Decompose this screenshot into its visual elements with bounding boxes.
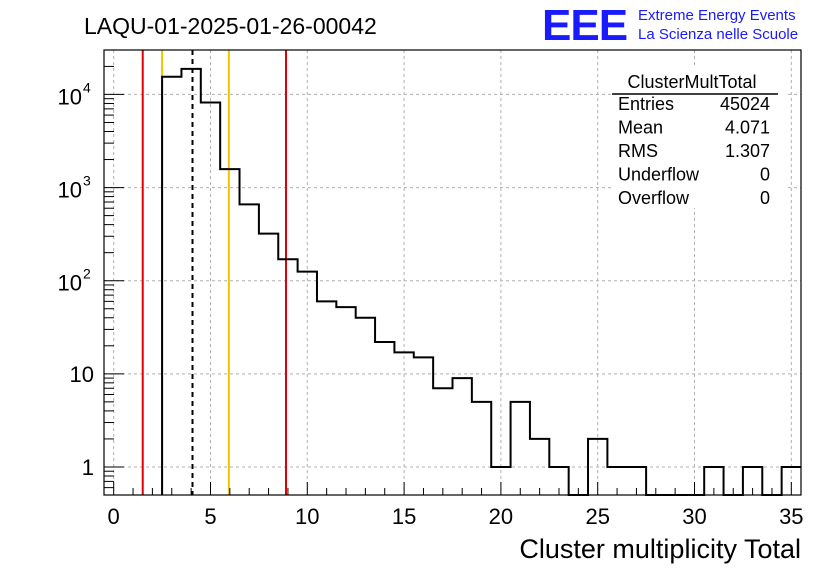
- y-tick-base: 10: [58, 271, 82, 296]
- eee-logo: EEE Extreme Energy Events La Scienza nel…: [542, 1, 798, 50]
- y-tick-label: 10 4: [58, 79, 91, 109]
- y-tick-exponent: 3: [83, 173, 91, 189]
- x-tick-label: 35: [779, 504, 803, 529]
- logo-mark: EEE: [542, 1, 627, 50]
- y-tick-label: 10 3: [58, 173, 91, 203]
- x-tick-label: 20: [489, 504, 513, 529]
- stats-value: 0: [760, 165, 770, 185]
- stats-box-bg: [612, 68, 788, 208]
- x-tick-label: 30: [682, 504, 706, 529]
- stats-title: ClusterMultTotal: [627, 72, 756, 92]
- x-tick-label: 0: [108, 504, 120, 529]
- stats-label: Overflow: [618, 188, 690, 208]
- x-tick-label: 25: [585, 504, 609, 529]
- stats-box: ClusterMultTotal Entries 45024 Mean 4.071 RM…: [612, 68, 788, 208]
- logo-line2: La Scienza nelle Scuole: [638, 26, 798, 43]
- stats-value: 45024: [720, 94, 770, 114]
- plot-frame: [103, 49, 802, 496]
- stats-value: 0: [760, 188, 770, 208]
- stats-value: 4.071: [725, 118, 770, 138]
- y-tick-exponent: 4: [83, 79, 91, 95]
- axis-ticks: [104, 49, 792, 496]
- x-tick-label: 5: [204, 504, 216, 529]
- stats-label: Entries: [618, 94, 674, 114]
- stats-value: 1.307: [725, 141, 770, 161]
- stats-label: Mean: [618, 118, 663, 138]
- logo-line1: Extreme Energy Events: [638, 7, 796, 24]
- reference-lines: [141, 50, 287, 495]
- grid: [104, 50, 801, 495]
- x-axis-label: Cluster multiplicity Total: [519, 534, 801, 564]
- y-tick-exponent: 2: [83, 266, 91, 282]
- stats-label: Underflow: [618, 165, 700, 185]
- y-tick-base: 10: [58, 84, 82, 109]
- y-tick-label: 10: [70, 362, 94, 387]
- x-tick-label: 15: [392, 504, 416, 529]
- x-tick-labels: 0 5 10 15 20 25 30 35: [108, 504, 804, 529]
- x-tick-label: 10: [295, 504, 319, 529]
- y-tick-label: 10 2: [58, 266, 91, 296]
- stats-label: RMS: [618, 141, 658, 161]
- y-tick-base: 10: [58, 178, 82, 203]
- chart-title: LAQU-01-2025-01-26-00042: [84, 13, 377, 39]
- y-tick-label: 1: [82, 455, 94, 480]
